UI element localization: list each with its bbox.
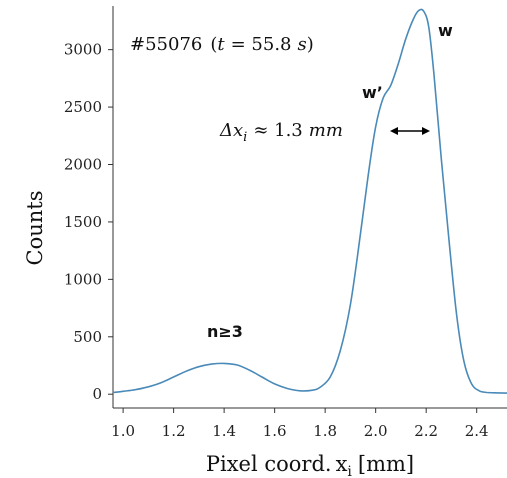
width-arrow xyxy=(390,127,430,135)
delta-variable: Δx xyxy=(219,120,243,141)
y-tick-label: 500 xyxy=(73,328,102,346)
x-tick-label: 1.8 xyxy=(313,422,337,440)
y-tick-label: 1000 xyxy=(64,270,102,288)
x-tick-label: 1.4 xyxy=(212,422,236,440)
y-tick-label: 3000 xyxy=(64,41,102,59)
shot-time-annotation: #55076 (t = 55.8 s) xyxy=(130,34,314,55)
time-close-paren: ) xyxy=(307,34,314,55)
x-tick-label: 1.2 xyxy=(162,422,186,440)
x-axis-title-text: Pixel coord. xyxy=(206,452,332,476)
time-variable: t xyxy=(217,34,225,55)
peak-w-prime-label: w’ xyxy=(362,83,383,102)
shot-number-label: #55076 xyxy=(130,34,202,55)
x-tick-label: 2.4 xyxy=(465,422,489,440)
y-axis-title: Counts xyxy=(23,191,47,266)
time-value: = 55.8 xyxy=(231,34,292,55)
x-axis-title: Pixel coord. xi [mm] xyxy=(206,452,414,478)
peak-w-label: w xyxy=(438,21,453,40)
y-tick-label: 0 xyxy=(92,385,102,403)
time-open-paren: ( xyxy=(210,34,217,55)
x-axis-title-unit: [mm] xyxy=(358,452,414,476)
x-axis-title-sub: i xyxy=(347,464,352,478)
y-ticks: 0 500 1000 1500 2000 2500 3000 xyxy=(64,41,113,403)
series-line xyxy=(112,8,507,394)
y-tick-label: 2000 xyxy=(64,156,102,174)
delta-unit: mm xyxy=(309,120,343,141)
time-unit: s xyxy=(298,34,307,55)
x-axis-title-var: x xyxy=(336,452,348,476)
x-tick-label: 1.6 xyxy=(263,422,287,440)
x-ticks: 1.0 1.2 1.4 1.6 1.8 2.0 2.2 2.4 xyxy=(111,408,489,440)
x-tick-label: 1.0 xyxy=(111,422,135,440)
x-tick-label: 2.2 xyxy=(414,422,438,440)
y-tick-label: 2500 xyxy=(64,98,102,116)
peak-n-label: n≥3 xyxy=(207,322,243,341)
delta-subscript: i xyxy=(243,130,247,145)
delta-value: ≈ 1.3 xyxy=(253,120,302,141)
x-tick-label: 2.0 xyxy=(364,422,388,440)
y-tick-label: 1500 xyxy=(64,213,102,231)
delta-annotation: Δxi ≈ 1.3 mm xyxy=(219,120,343,145)
